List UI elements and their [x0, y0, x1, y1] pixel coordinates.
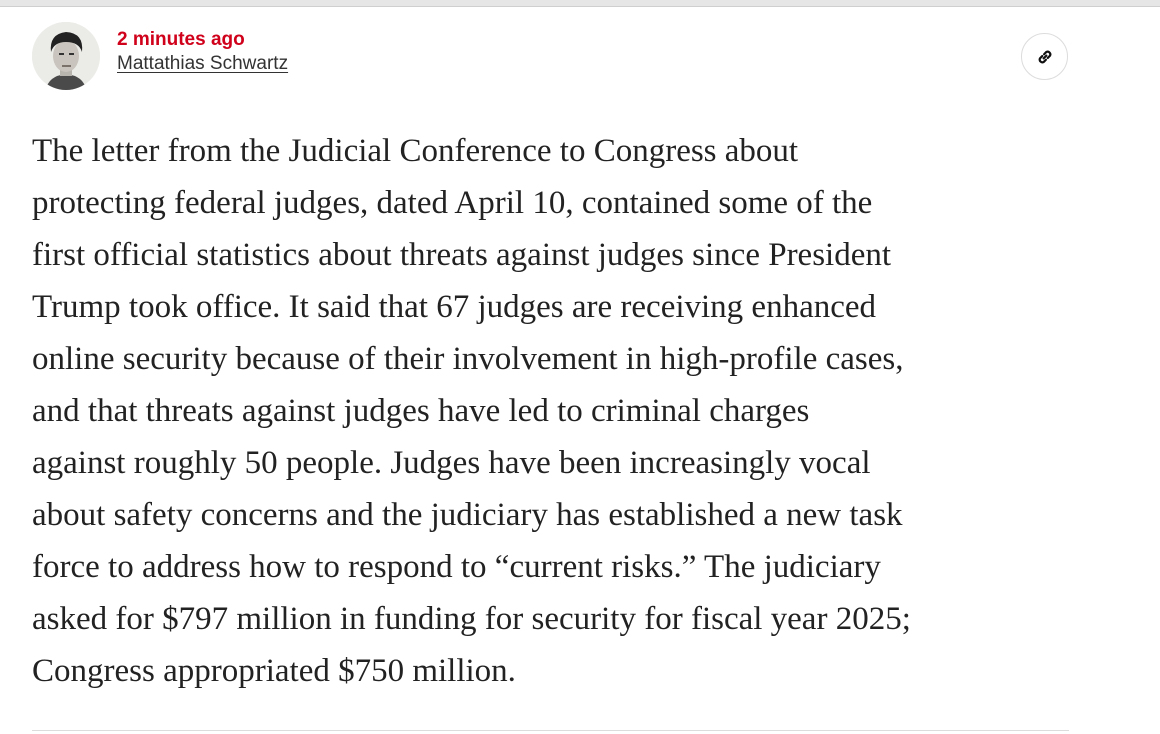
post-body: The letter from the Judicial Conference … — [32, 125, 911, 697]
author-link[interactable]: Mattathias Schwartz — [117, 53, 289, 74]
copy-link-button[interactable] — [1021, 33, 1068, 80]
body-line: Trump took office. It said that 67 judge… — [32, 289, 877, 325]
timestamp: 2 minutes ago — [117, 29, 245, 50]
body-line: and that threats against judges have led… — [32, 393, 810, 429]
body-line: Congress appropriated $750 million. — [32, 653, 516, 689]
post-divider — [32, 730, 1069, 731]
author-avatar[interactable] — [32, 22, 100, 90]
top-bar — [0, 0, 1160, 7]
body-line: against roughly 50 people. Judges have b… — [32, 445, 871, 481]
body-line: The letter from the Judicial Conference … — [32, 133, 799, 169]
body-line: asked for $797 million in funding for se… — [32, 601, 911, 637]
body-line: about safety concerns and the judiciary … — [32, 497, 903, 533]
body-line: force to address how to respond to “curr… — [32, 549, 881, 585]
body-line: online security because of their involve… — [32, 341, 904, 377]
link-icon — [1038, 50, 1051, 63]
author-photo — [32, 22, 100, 90]
body-line: first official statistics about threats … — [32, 237, 892, 273]
post-meta: 2 minutes ago Mattathias Schwartz — [117, 28, 288, 76]
body-line: protecting federal judges, dated April 1… — [32, 185, 873, 221]
